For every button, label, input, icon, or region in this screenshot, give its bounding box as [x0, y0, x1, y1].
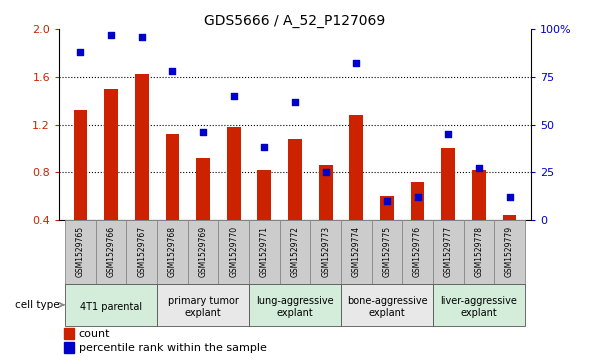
Text: GSM1529769: GSM1529769 [199, 226, 208, 277]
Bar [341, 220, 372, 284]
Bar [472, 170, 486, 220]
Text: GSM1529766: GSM1529766 [107, 226, 116, 277]
Point [474, 166, 484, 171]
Bar [288, 139, 302, 220]
Bar [64, 328, 74, 339]
Bar [188, 220, 218, 284]
Text: GSM1529767: GSM1529767 [137, 226, 146, 277]
Bar [464, 220, 494, 284]
Point [321, 169, 330, 175]
Text: GSM1529775: GSM1529775 [382, 226, 391, 277]
Text: GSM1529765: GSM1529765 [76, 226, 85, 277]
Text: lung-aggressive
explant: lung-aggressive explant [256, 296, 334, 318]
Bar [411, 182, 424, 220]
Bar [74, 110, 87, 220]
Bar [157, 220, 188, 284]
Bar [166, 134, 179, 220]
Point [168, 68, 177, 74]
Text: GSM1529774: GSM1529774 [352, 226, 361, 277]
Bar [441, 148, 455, 220]
Point [505, 194, 514, 200]
Text: GSM1529768: GSM1529768 [168, 226, 177, 277]
Bar [257, 170, 271, 220]
Bar [135, 74, 149, 220]
Bar [218, 220, 249, 284]
Bar [249, 220, 280, 284]
Point [260, 144, 269, 150]
Bar [503, 215, 516, 220]
Point [229, 93, 238, 99]
Text: bone-aggressive
explant: bone-aggressive explant [347, 296, 427, 318]
Text: GSM1529773: GSM1529773 [321, 226, 330, 277]
Text: GSM1529771: GSM1529771 [260, 226, 269, 277]
Bar [280, 220, 310, 284]
Bar [341, 284, 433, 326]
Text: GSM1529777: GSM1529777 [444, 226, 453, 277]
Bar [433, 284, 525, 326]
Point [444, 131, 453, 137]
Point [382, 198, 392, 204]
Bar [380, 196, 394, 220]
Text: GSM1529772: GSM1529772 [290, 226, 300, 277]
Bar [402, 220, 433, 284]
Bar [349, 115, 363, 220]
Point [352, 61, 361, 66]
Bar [104, 89, 118, 220]
Text: GSM1529778: GSM1529778 [474, 226, 483, 277]
Text: GSM1529779: GSM1529779 [505, 226, 514, 277]
Text: liver-aggressive
explant: liver-aggressive explant [441, 296, 517, 318]
Text: percentile rank within the sample: percentile rank within the sample [79, 343, 267, 353]
Point [76, 49, 85, 55]
Bar [126, 220, 157, 284]
Text: GSM1529776: GSM1529776 [413, 226, 422, 277]
Bar [96, 220, 126, 284]
Point [198, 129, 208, 135]
Text: primary tumor
explant: primary tumor explant [168, 296, 238, 318]
Point [106, 32, 116, 38]
Point [137, 34, 146, 40]
Point [290, 99, 300, 105]
Bar [227, 127, 241, 220]
Bar [494, 220, 525, 284]
Point [413, 194, 422, 200]
Bar [249, 284, 341, 326]
Bar [310, 220, 341, 284]
Text: cell type: cell type [15, 300, 63, 310]
Text: 4T1 parental: 4T1 parental [80, 302, 142, 312]
Bar [372, 220, 402, 284]
Bar [157, 284, 249, 326]
Text: GSM1529770: GSM1529770 [229, 226, 238, 277]
Bar [64, 342, 74, 353]
Bar [196, 158, 210, 220]
Text: count: count [79, 329, 110, 339]
Bar [65, 220, 96, 284]
Title: GDS5666 / A_52_P127069: GDS5666 / A_52_P127069 [204, 14, 386, 28]
Bar [319, 165, 333, 220]
Bar [433, 220, 464, 284]
Bar [65, 284, 157, 326]
